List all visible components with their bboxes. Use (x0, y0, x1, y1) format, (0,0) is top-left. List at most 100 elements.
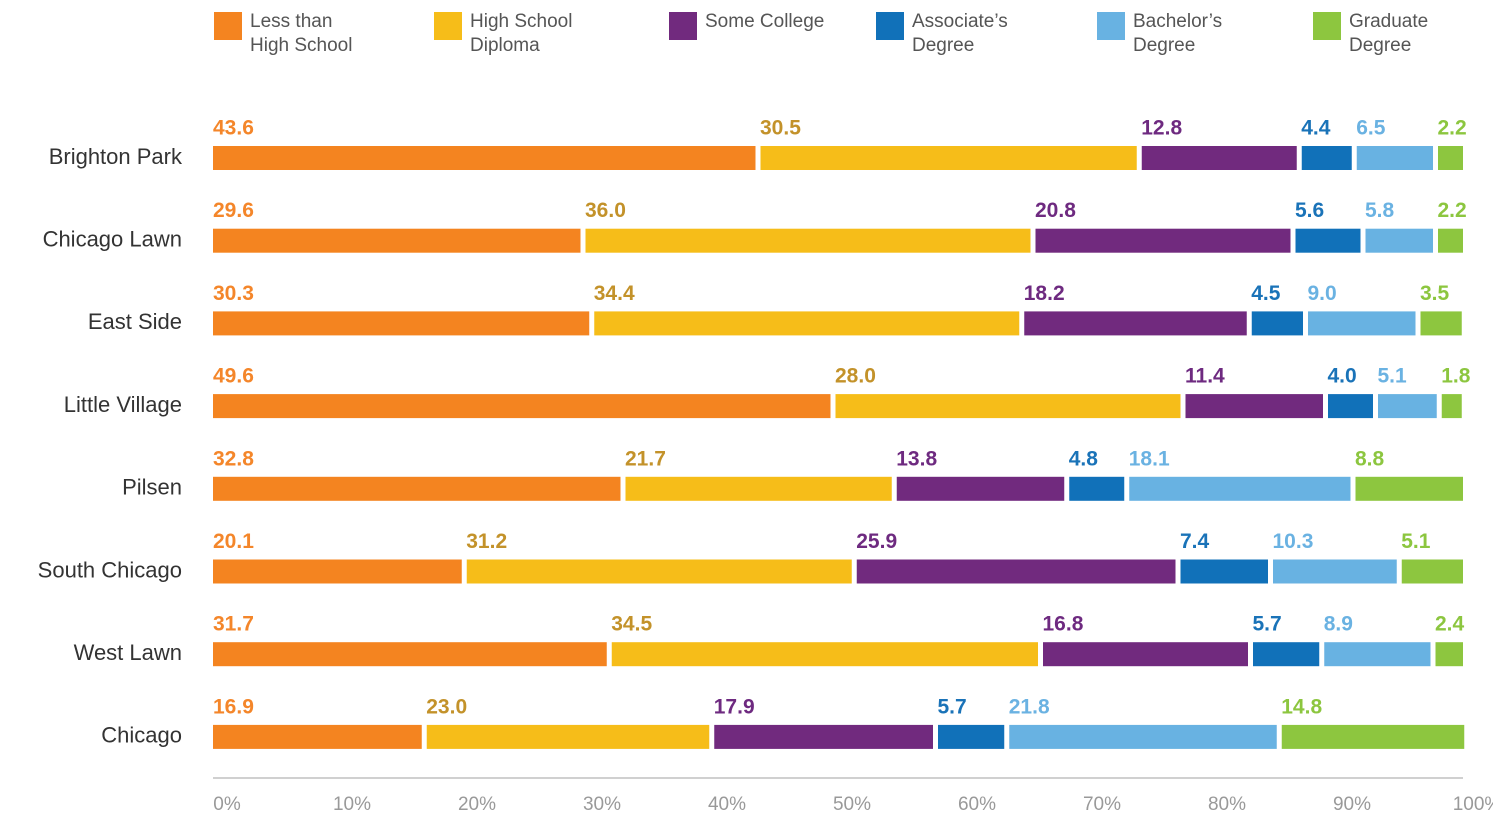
bar-segment (1009, 724, 1277, 749)
bar-segment (1438, 146, 1463, 170)
value-label: 18.1 (1129, 447, 1170, 470)
bar-segment (1328, 394, 1373, 419)
value-label: 2.2 (1438, 117, 1467, 140)
value-label: 2.2 (1438, 199, 1467, 222)
bar-segment (1441, 394, 1462, 419)
x-tick-label: 0% (213, 794, 241, 815)
legend-item: Graduate Degree (1313, 10, 1474, 58)
bar-segment (1365, 228, 1433, 253)
category-label: Chicago (101, 723, 182, 748)
bar-segment (213, 394, 831, 419)
value-label: 5.1 (1378, 365, 1408, 388)
value-label: 5.1 (1401, 530, 1431, 553)
value-label: 7.4 (1180, 530, 1210, 553)
value-label: 36.0 (585, 199, 626, 222)
bar-segment (896, 476, 1065, 501)
value-label: 30.5 (760, 117, 801, 140)
legend-swatch (1097, 12, 1125, 40)
bar-segment (1301, 146, 1352, 170)
value-label: 29.6 (213, 199, 254, 222)
x-tick-label: 40% (708, 794, 746, 815)
value-label: 20.8 (1035, 199, 1076, 222)
value-label: 12.8 (1141, 117, 1182, 140)
x-tick-label: 80% (1208, 794, 1246, 815)
legend-swatch (1313, 12, 1341, 40)
legend-label: Some College (705, 11, 825, 32)
value-label: 5.6 (1295, 199, 1324, 222)
bar-segment (1069, 476, 1125, 501)
bar-segment (1253, 642, 1320, 667)
bar-segment (1185, 394, 1323, 419)
value-label: 14.8 (1281, 695, 1322, 718)
value-label: 34.4 (594, 282, 635, 305)
bar-segment (1281, 724, 1465, 749)
bar-segment (1355, 476, 1463, 501)
legend-swatch (669, 12, 697, 40)
value-label: 43.6 (213, 117, 254, 140)
x-tick-label: 100% (1453, 794, 1493, 815)
bar-segment (213, 476, 621, 501)
legend-label: High School Diploma (470, 11, 573, 56)
x-tick-label: 60% (958, 794, 996, 815)
bar-segment (213, 724, 422, 749)
bar-segment (1141, 146, 1297, 170)
bar-segment (213, 559, 462, 584)
bar-segment (585, 228, 1031, 253)
value-label: 31.2 (466, 530, 507, 553)
bar-segment (835, 394, 1181, 419)
value-label: 17.9 (714, 695, 755, 718)
bar-segment (1273, 559, 1397, 584)
value-label: 30.3 (213, 282, 254, 305)
category-label: Pilsen (122, 475, 182, 500)
x-tick-label: 30% (583, 794, 621, 815)
bar-segment (594, 311, 1020, 336)
legend-item: Some College (669, 10, 830, 40)
legend-item: High School Diploma (434, 10, 595, 58)
value-label: 5.7 (938, 695, 967, 718)
bar-segment (1308, 311, 1416, 336)
value-label: 34.5 (611, 613, 652, 636)
legend-label: Associate’s Degree (912, 11, 1008, 56)
value-label: 10.3 (1273, 530, 1314, 553)
bar-segment (213, 311, 590, 336)
bar-segment (856, 559, 1176, 584)
legend-swatch (876, 12, 904, 40)
value-label: 4.4 (1301, 117, 1331, 140)
bar-segment (1180, 559, 1268, 584)
x-tick-label: 90% (1333, 794, 1371, 815)
bar-segment (1420, 311, 1462, 336)
bar-segment (1043, 642, 1248, 667)
value-label: 4.5 (1251, 282, 1281, 305)
bar-segment (760, 146, 1137, 170)
x-tick-label: 20% (458, 794, 496, 815)
category-label: South Chicago (38, 557, 182, 582)
value-label: 23.0 (426, 695, 467, 718)
value-label: 5.8 (1365, 199, 1395, 222)
legend-label: Less than High School (250, 11, 353, 56)
category-label: Brighton Park (49, 144, 183, 169)
bar-segment (611, 642, 1038, 667)
value-label: 25.9 (856, 530, 897, 553)
value-label: 18.2 (1024, 282, 1065, 305)
bar-segment (1024, 311, 1247, 336)
legend-label: Graduate Degree (1349, 11, 1429, 56)
bar-segment (625, 476, 892, 501)
bar-segment (466, 559, 852, 584)
value-label: 21.7 (625, 447, 666, 470)
value-label: 1.8 (1441, 365, 1471, 388)
bar-segment (1324, 642, 1431, 667)
value-label: 28.0 (835, 365, 876, 388)
value-label: 11.4 (1185, 365, 1225, 388)
x-tick-label: 10% (333, 794, 371, 815)
bar-segment (1356, 146, 1433, 170)
value-label: 4.8 (1069, 447, 1099, 470)
bar-segment (1129, 476, 1351, 501)
value-label: 8.9 (1324, 613, 1353, 636)
bar-segment (1035, 228, 1291, 253)
legend-item: Associate’s Degree (876, 10, 1037, 58)
bar-segment (213, 642, 607, 667)
bar-segment (1295, 228, 1361, 253)
value-label: 2.4 (1435, 613, 1465, 636)
